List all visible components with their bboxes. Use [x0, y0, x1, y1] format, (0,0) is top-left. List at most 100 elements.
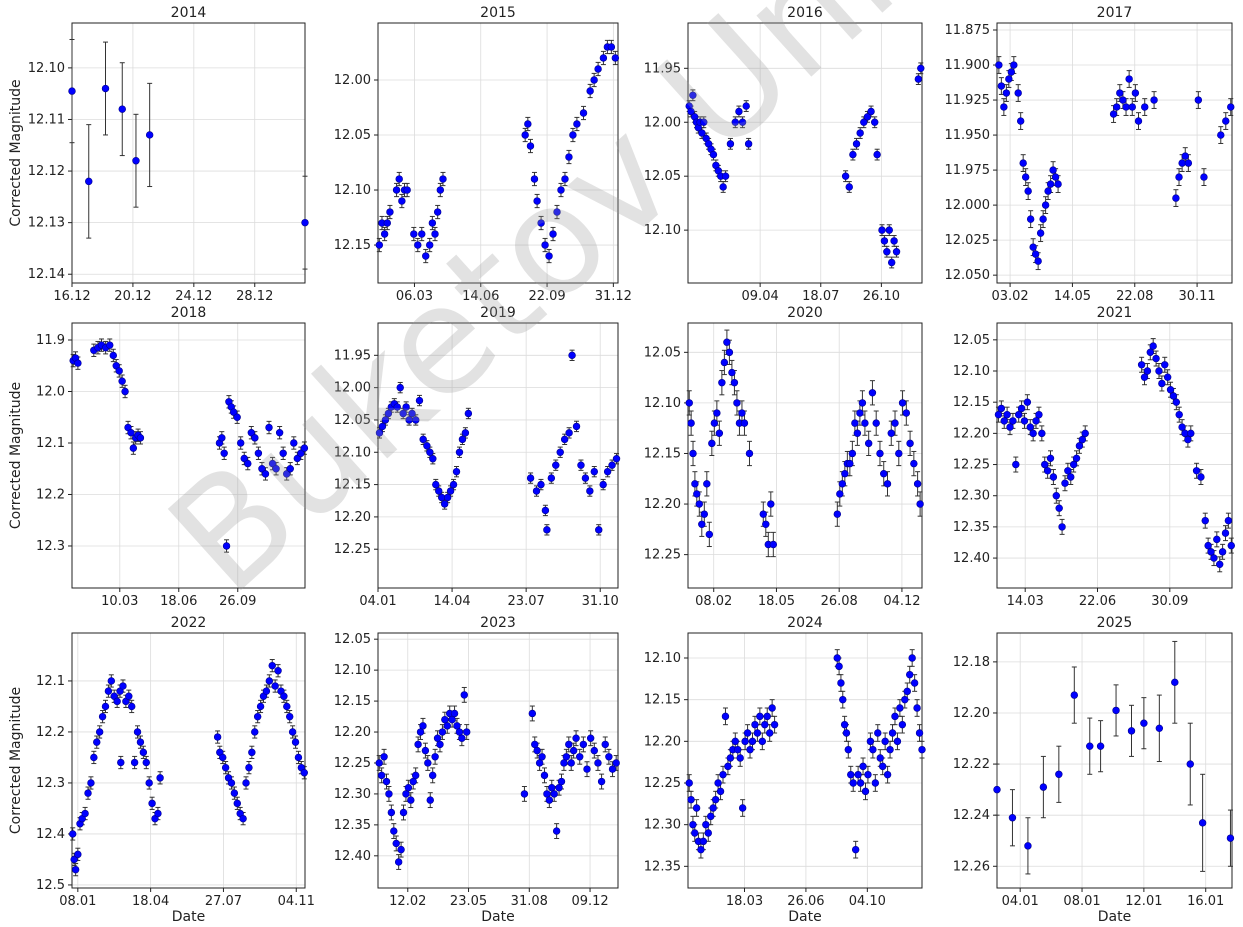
data-point [586, 487, 594, 495]
data-point [279, 449, 287, 457]
data-point [1158, 379, 1166, 388]
data-point [908, 654, 916, 662]
data-point [1218, 548, 1227, 556]
data-point [1009, 417, 1017, 425]
data-point [118, 105, 126, 113]
data-point [429, 455, 437, 463]
data-point [733, 399, 741, 407]
x-tick-label: 04.10 [849, 894, 886, 909]
data-point [839, 695, 847, 704]
data-point [375, 429, 384, 437]
data-point [906, 439, 914, 448]
data-point [720, 358, 729, 367]
data-point [438, 728, 447, 736]
data-point [381, 416, 390, 424]
y-tick-label: 12.000 [945, 198, 991, 213]
data-point [1019, 159, 1027, 167]
data-point [735, 107, 743, 116]
data-point [916, 500, 924, 508]
data-point [414, 241, 422, 249]
x-tick-label: 10.03 [101, 594, 138, 609]
data-point [1072, 454, 1081, 463]
data-point [770, 720, 779, 729]
data-point [1140, 719, 1148, 727]
data-point [69, 830, 77, 838]
data-point [753, 729, 762, 737]
data-point [552, 827, 561, 835]
data-point [446, 487, 455, 495]
data-point [685, 399, 693, 407]
data-point [569, 746, 578, 755]
subplot-title: 2017 [1097, 5, 1133, 21]
y-tick-label: 12.13 [28, 216, 65, 231]
data-point [693, 490, 701, 498]
data-points [685, 62, 925, 269]
subplot-title: 2016 [787, 5, 823, 21]
data-point [691, 829, 699, 837]
plot-frame [687, 632, 923, 889]
data-point [1140, 373, 1149, 381]
data-point [871, 118, 879, 126]
data-point [244, 459, 252, 468]
data-point [286, 712, 294, 721]
data-point [552, 461, 560, 469]
x-tick-label: 18.06 [160, 594, 197, 609]
data-point [136, 434, 145, 442]
y-tick-label: 12.1 [36, 436, 65, 451]
data-point [237, 439, 245, 447]
data-point [1171, 678, 1179, 687]
data-point [719, 770, 727, 779]
data-point [1043, 467, 1052, 475]
data-point [730, 378, 739, 387]
data-point [1131, 89, 1140, 97]
x-tick-label: 14.05 [1054, 289, 1091, 304]
data-point [846, 459, 854, 468]
y-tick-label: 12.2 [36, 725, 65, 740]
data-point [724, 762, 732, 771]
data-point [533, 197, 541, 205]
data-points [994, 338, 1235, 573]
data-point [547, 474, 556, 482]
data-point [449, 480, 458, 489]
data-point [738, 804, 747, 812]
x-tick-label: 23.07 [508, 594, 545, 609]
data-point [375, 759, 383, 767]
data-point [68, 87, 76, 95]
y-tick-label: 12.5 [36, 878, 65, 893]
data-point [863, 113, 872, 121]
data-point [464, 409, 473, 418]
data-point [520, 790, 529, 798]
data-point [856, 409, 864, 417]
data-point [386, 208, 394, 216]
data-point [283, 470, 291, 478]
data-point [880, 237, 889, 245]
data-point [1187, 429, 1195, 438]
data-point [714, 779, 722, 787]
data-point [768, 704, 776, 712]
data-point [1052, 492, 1060, 500]
data-point [390, 827, 398, 835]
plot-frame [377, 632, 619, 889]
subplot-title: 2022 [171, 615, 207, 631]
data-point [549, 230, 557, 238]
data-point [1175, 173, 1183, 181]
x-axis-label: Date [788, 909, 821, 925]
data-point [1207, 548, 1215, 556]
plot-frame [687, 22, 923, 284]
y-tick-label: 12.00 [334, 73, 371, 88]
data-point [883, 480, 892, 488]
data-point [383, 219, 391, 227]
data-point [1029, 429, 1037, 438]
data-point [1029, 243, 1037, 251]
data-point [751, 720, 759, 729]
data-point [394, 858, 403, 866]
data-point [713, 409, 721, 417]
data-point [553, 208, 561, 216]
data-point [450, 709, 459, 718]
data-points [69, 338, 309, 553]
subplot-title: 2020 [787, 305, 823, 321]
x-tick-label: 16.01 [1187, 894, 1224, 909]
data-point [1023, 398, 1032, 406]
data-point [721, 172, 730, 180]
data-point [1122, 103, 1130, 111]
